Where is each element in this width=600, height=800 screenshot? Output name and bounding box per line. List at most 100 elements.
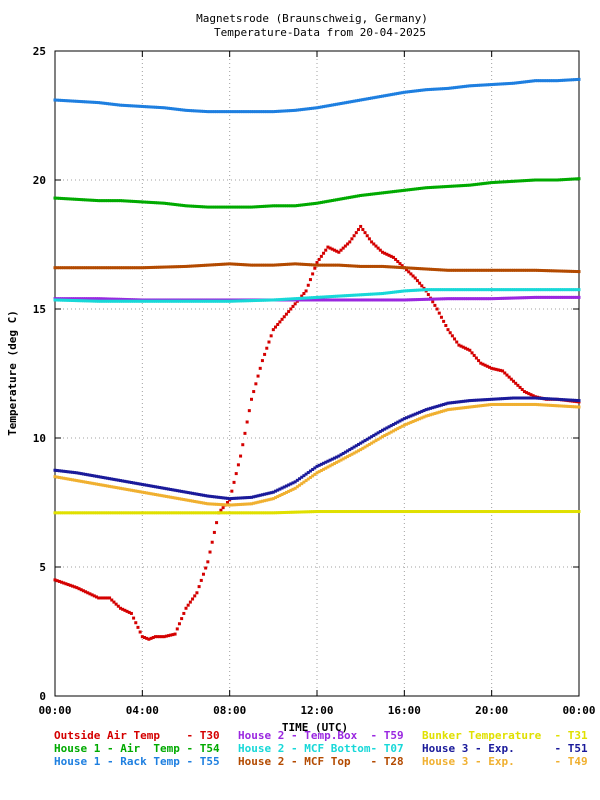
data-point	[396, 91, 400, 95]
data-point	[234, 205, 238, 209]
data-point	[184, 204, 188, 208]
data-point	[422, 267, 426, 271]
data-point	[97, 266, 101, 270]
data-point	[407, 188, 411, 192]
data-point	[215, 299, 219, 303]
data-point	[169, 495, 173, 499]
data-point	[409, 90, 413, 94]
data-point	[287, 483, 291, 487]
data-point	[525, 80, 529, 84]
data-point	[129, 298, 133, 302]
data-point	[167, 487, 171, 491]
data-point	[400, 418, 404, 422]
data-point	[354, 298, 358, 302]
data-point	[101, 475, 105, 479]
data-point	[396, 290, 400, 294]
data-point	[474, 398, 478, 402]
data-point	[542, 79, 546, 83]
data-point	[407, 415, 411, 419]
data-point	[361, 193, 365, 197]
data-point	[280, 297, 284, 301]
data-point	[287, 310, 291, 314]
data-point	[173, 632, 177, 636]
data-point	[433, 405, 437, 409]
data-point	[79, 511, 83, 515]
data-point	[407, 421, 411, 425]
data-point	[564, 295, 568, 299]
data-point	[516, 396, 520, 400]
data-point	[175, 511, 179, 515]
data-point	[328, 103, 332, 107]
data-point	[284, 312, 288, 316]
data-point	[182, 204, 186, 208]
data-point	[94, 482, 98, 486]
data-point	[291, 204, 295, 208]
data-point	[472, 398, 476, 402]
data-point	[114, 299, 118, 303]
y-axis-label: Temperature (deg C)	[6, 310, 19, 436]
data-point	[57, 511, 61, 515]
data-point	[119, 266, 122, 270]
legend-entry: House 3 - Exp. - T51	[422, 742, 588, 755]
data-point	[81, 266, 85, 270]
legend-entry: House 1 - Rack Temp - T55	[54, 755, 220, 768]
data-point	[136, 511, 140, 515]
data-point	[332, 198, 336, 202]
data-point	[62, 476, 66, 480]
data-point	[549, 397, 553, 401]
data-point	[293, 297, 297, 301]
data-point	[520, 402, 524, 406]
data-point	[319, 469, 323, 473]
data-point	[263, 499, 267, 503]
data-point	[243, 205, 247, 209]
data-point	[167, 495, 171, 499]
data-point	[444, 185, 448, 189]
data-point	[546, 178, 550, 182]
data-point	[289, 307, 293, 311]
data-point	[75, 511, 79, 515]
data-point	[492, 510, 496, 514]
data-point	[402, 188, 406, 192]
data-point	[230, 511, 234, 515]
data-point	[398, 91, 402, 95]
data-point	[415, 411, 419, 415]
data-point	[426, 88, 430, 92]
data-point	[265, 263, 269, 267]
data-point	[429, 413, 433, 417]
data-point	[335, 460, 339, 464]
data-point	[215, 511, 219, 515]
data-point	[444, 324, 448, 328]
data-point	[542, 397, 546, 401]
data-point	[429, 297, 433, 301]
data-point	[551, 178, 555, 182]
data-point	[306, 296, 310, 300]
data-point	[269, 204, 273, 208]
data-point	[374, 510, 378, 514]
data-point	[365, 264, 369, 268]
data-point	[167, 299, 171, 303]
data-point	[149, 484, 153, 488]
data-point	[153, 265, 157, 269]
x-tick-label: 00:00	[38, 704, 71, 717]
data-point	[367, 237, 371, 241]
data-point	[560, 78, 564, 82]
data-point	[145, 266, 149, 270]
data-point	[453, 337, 457, 341]
data-point	[472, 288, 476, 292]
data-point	[568, 78, 572, 82]
data-point	[256, 500, 260, 504]
data-point	[169, 107, 173, 111]
data-point	[287, 204, 291, 208]
data-point	[60, 511, 64, 515]
data-point	[429, 406, 433, 410]
data-point	[457, 288, 461, 292]
y-tick-label: 20	[33, 174, 46, 187]
data-point	[418, 88, 422, 92]
data-point	[123, 266, 127, 270]
data-point	[108, 297, 112, 301]
data-point	[311, 106, 315, 110]
data-point	[477, 297, 481, 301]
data-point	[496, 402, 500, 406]
data-point	[188, 264, 192, 268]
data-point	[378, 248, 382, 252]
